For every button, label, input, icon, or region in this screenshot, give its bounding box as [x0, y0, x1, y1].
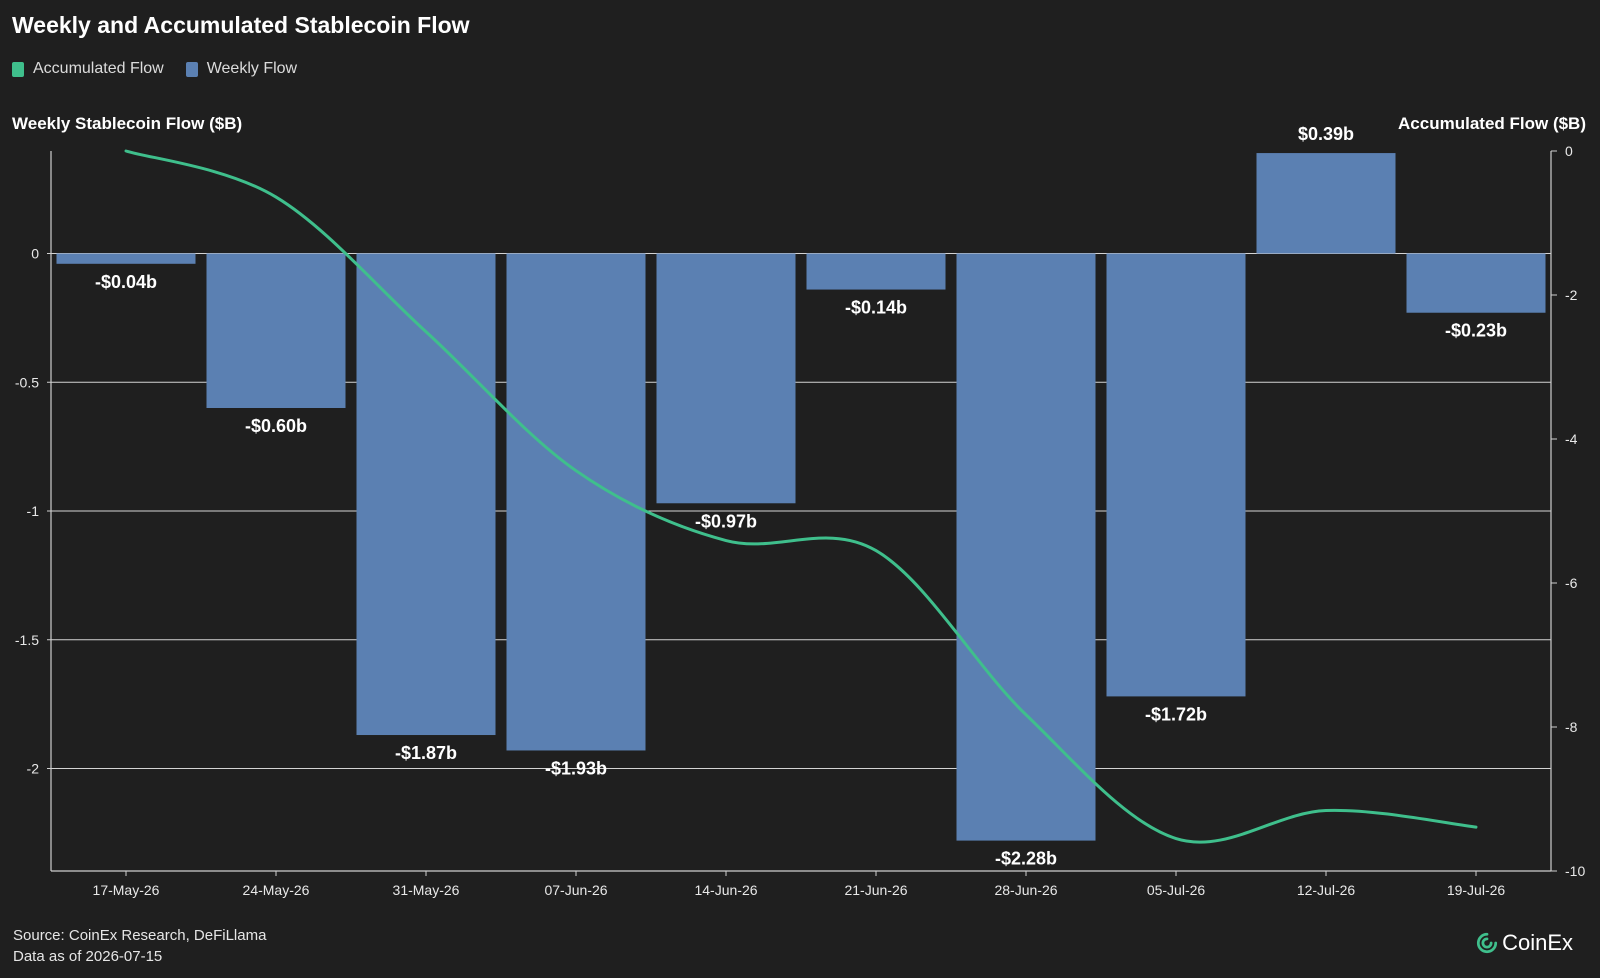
- weekly-flow-bars: [56, 153, 1546, 841]
- legend-item-weekly-flow[interactable]: Weekly Flow: [185, 60, 298, 78]
- right-tick-label: 0: [1565, 143, 1573, 159]
- left-tick-label: -2: [27, 761, 40, 777]
- x-tick-label: 12-Jul-26: [1297, 882, 1356, 898]
- weekly-flow-bar: [206, 253, 346, 408]
- legend-swatch-accumulated-flow: [12, 61, 24, 77]
- weekly-flow-data-label: -$0.60b: [245, 416, 307, 436]
- brand-name: CoinEx: [1502, 930, 1573, 955]
- legend-label-accumulated-flow: Accumulated Flow: [33, 60, 164, 77]
- weekly-flow-bar: [806, 253, 946, 290]
- source-note: Source: CoinEx Research, DeFiLlama: [13, 927, 267, 944]
- x-tick-label: 21-Jun-26: [844, 882, 907, 898]
- right-tick-label: -2: [1565, 287, 1578, 303]
- weekly-flow-data-label: -$0.14b: [845, 298, 907, 318]
- x-tick-label: 05-Jul-26: [1147, 882, 1206, 898]
- weekly-flow-data-label: -$0.23b: [1445, 321, 1507, 341]
- weekly-flow-bar: [506, 253, 646, 751]
- accumulated-flow-line: [124, 149, 1478, 844]
- x-tick-label: 28-Jun-26: [994, 882, 1057, 898]
- left-axis-title: Weekly Stablecoin Flow ($B): [12, 114, 242, 133]
- weekly-flow-bar: [656, 253, 796, 504]
- right-tick-label: -8: [1565, 719, 1578, 735]
- right-tick-label: -6: [1565, 575, 1578, 591]
- weekly-flow-data-label: -$2.28b: [995, 849, 1057, 869]
- weekly-flow-data-label: $0.39b: [1298, 124, 1354, 144]
- x-tick-label: 17-May-26: [93, 882, 160, 898]
- x-tick-label: 07-Jun-26: [544, 882, 607, 898]
- x-tick-label: 24-May-26: [243, 882, 310, 898]
- left-tick-label: -1: [27, 503, 40, 519]
- weekly-flow-bar: [1256, 153, 1396, 254]
- footer: Source: CoinEx Research, DeFiLlama Data …: [13, 925, 266, 967]
- right-tick-label: -10: [1565, 863, 1585, 879]
- coinex-logo-icon: [1477, 932, 1498, 954]
- legend-swatch-weekly-flow: [185, 61, 198, 77]
- legend-label-weekly-flow: Weekly Flow: [206, 60, 298, 77]
- right-axis-title: Accumulated Flow ($B): [1398, 114, 1586, 133]
- accumulated-flow-line-group: [124, 149, 1478, 844]
- legend: Accumulated Flow Weekly Flow: [12, 60, 319, 78]
- brand: CoinEx: [1476, 930, 1573, 956]
- x-tick-label: 14-Jun-26: [694, 882, 757, 898]
- weekly-flow-bar: [1106, 253, 1246, 697]
- chart-title: Weekly and Accumulated Stablecoin Flow: [12, 12, 470, 38]
- weekly-flow-bar: [356, 253, 496, 736]
- weekly-flow-bar: [1406, 253, 1546, 313]
- left-tick-label: -0.5: [15, 374, 39, 390]
- data-labels: -$0.04b -$0.60b -$1.87b -$1.93b -$0.97b -$0.1…: [95, 124, 1507, 869]
- weekly-flow-data-label: -$0.04b: [95, 272, 157, 292]
- left-tick-label: -1.5: [15, 632, 39, 648]
- legend-item-accumulated-flow[interactable]: Accumulated Flow: [12, 60, 164, 78]
- weekly-flow-data-label: -$0.97b: [695, 511, 757, 531]
- weekly-flow-bar: [56, 253, 196, 264]
- x-tick-label: 19-Jul-26: [1447, 882, 1506, 898]
- weekly-flow-data-label: -$1.93b: [545, 758, 607, 778]
- left-tick-label: 0: [31, 246, 39, 262]
- x-tick-label: 31-May-26: [393, 882, 460, 898]
- weekly-flow-bar: [956, 253, 1096, 841]
- right-tick-label: -4: [1565, 431, 1578, 447]
- weekly-flow-data-label: -$1.72b: [1145, 704, 1207, 724]
- axes: 0 -0.5 -1 -1.5 -2 0 -2 -4 -6 -8 -10 Weekly Stableco…: [12, 114, 1586, 898]
- data-date-note: Data as of 2026-07-15: [13, 948, 163, 965]
- weekly-flow-data-label: -$1.87b: [395, 743, 457, 763]
